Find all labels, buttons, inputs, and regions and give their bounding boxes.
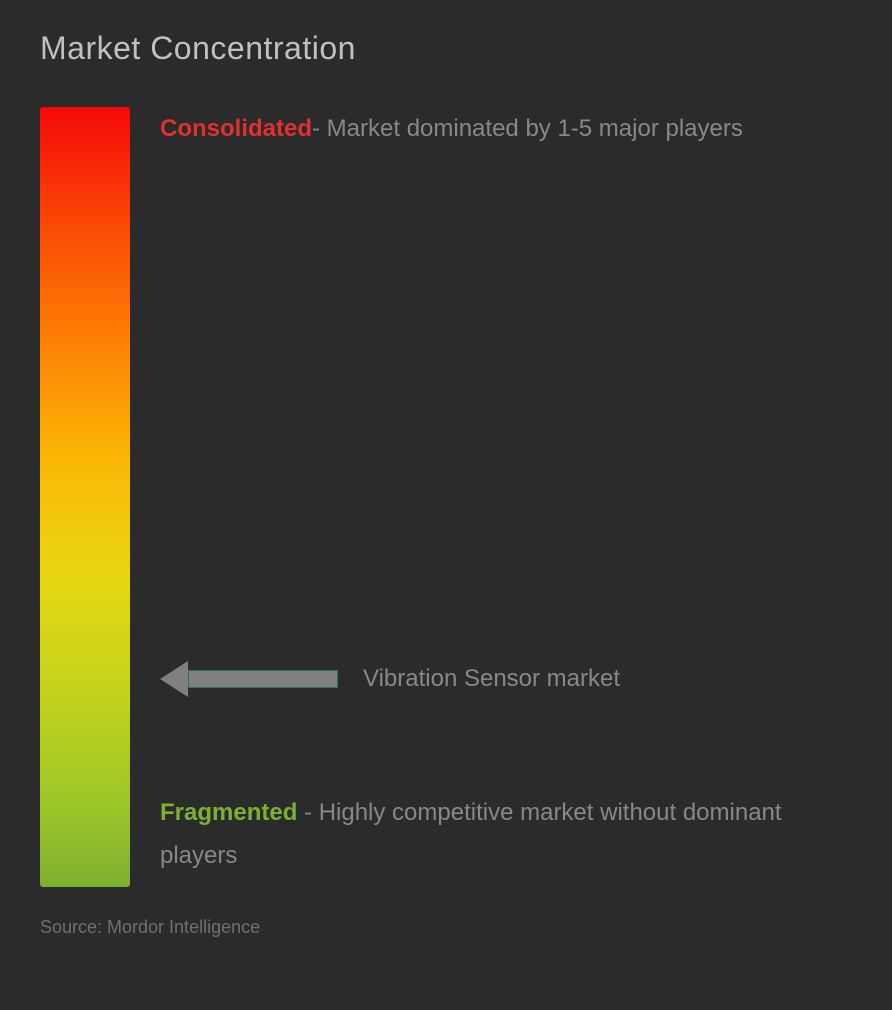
concentration-gradient-bar (40, 107, 130, 887)
chart-content: Consolidated- Market dominated by 1-5 ma… (40, 107, 852, 887)
indicator-arrow (160, 661, 338, 697)
indicator-label: Vibration Sensor market (363, 662, 620, 696)
market-indicator: Vibration Sensor market (160, 661, 620, 697)
chart-title: Market Concentration (40, 30, 852, 67)
arrow-body (188, 670, 338, 688)
source-attribution: Source: Mordor Intelligence (40, 917, 852, 938)
consolidated-label: Consolidated (160, 115, 312, 142)
consolidated-text: - Market dominated by 1-5 major players (312, 115, 743, 142)
fragmented-description: Fragmented - Highly competitive market w… (160, 791, 852, 877)
descriptions-column: Consolidated- Market dominated by 1-5 ma… (160, 107, 852, 887)
fragmented-label: Fragmented (160, 799, 297, 826)
arrow-head-icon (160, 661, 188, 697)
consolidated-description: Consolidated- Market dominated by 1-5 ma… (160, 107, 852, 150)
